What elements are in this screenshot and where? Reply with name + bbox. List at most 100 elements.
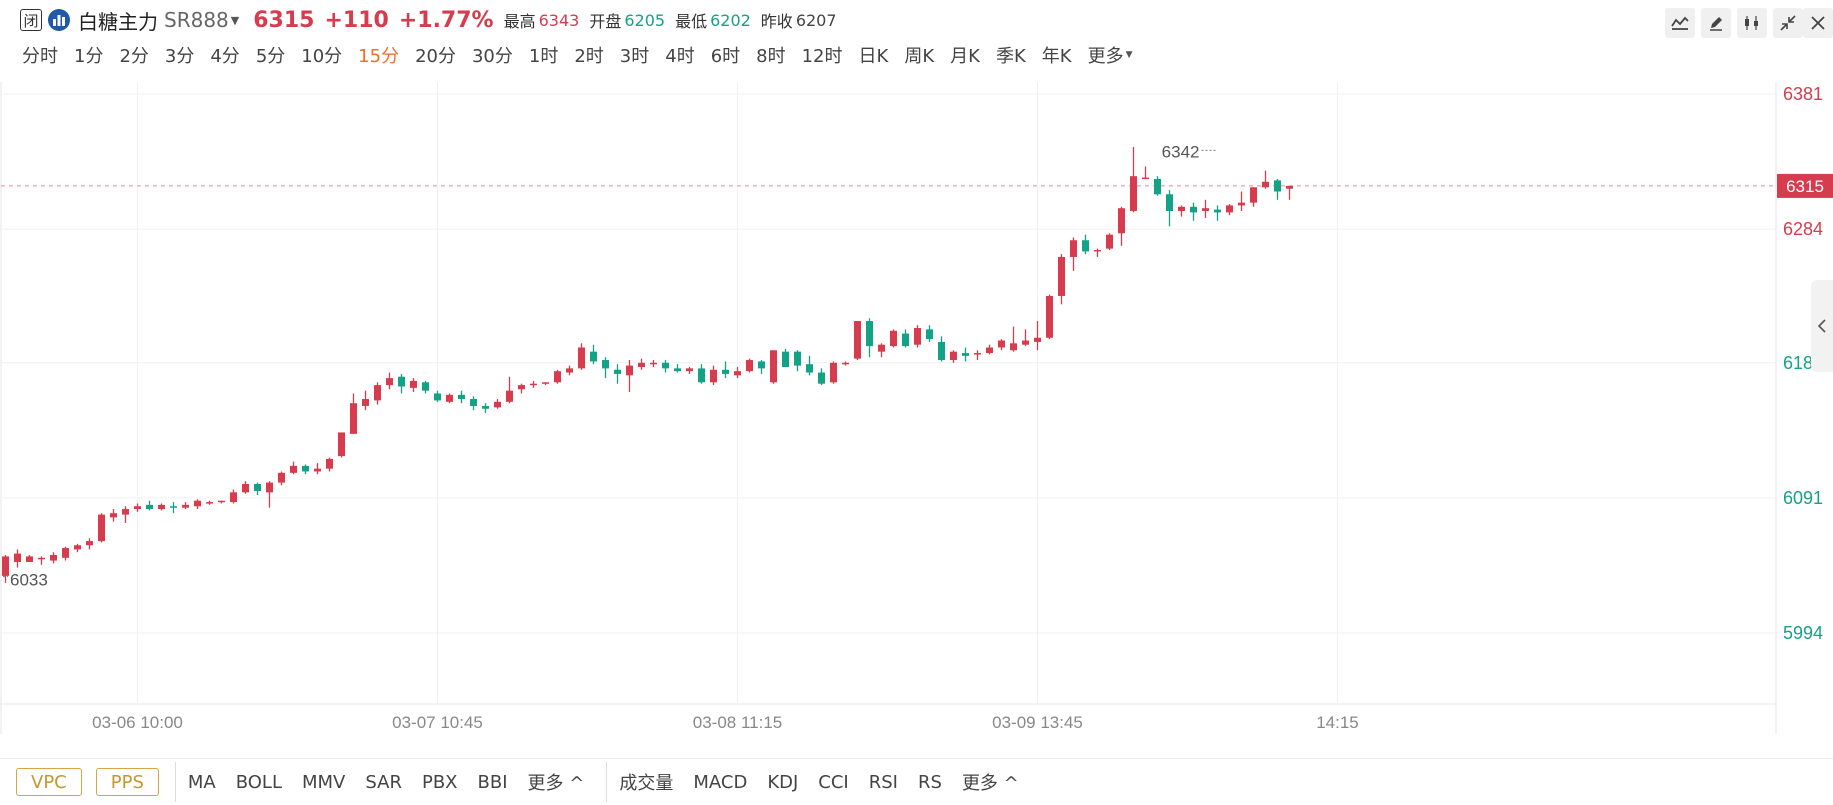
candle-body xyxy=(710,369,717,383)
sub-indicator-item[interactable]: 更多 ^ xyxy=(961,773,1019,794)
candle-body xyxy=(638,362,645,367)
candle-body xyxy=(410,380,417,388)
candle-body xyxy=(998,340,1005,348)
period-tab[interactable]: 10分 xyxy=(301,46,343,67)
sub-indicator-item[interactable]: CCI xyxy=(818,771,849,793)
symbol-dropdown-caret-icon[interactable]: ▼ xyxy=(230,13,240,27)
candlestick-chart[interactable]: 6381 6284 6188 6091 5994 03-06 10:00 03-07 10:… xyxy=(0,82,1833,734)
close-icon[interactable] xyxy=(1803,8,1833,38)
max-annotation-label: 6342 xyxy=(1162,142,1200,161)
main-indicator-item[interactable]: BOLL xyxy=(235,771,282,793)
candle-body xyxy=(734,371,741,376)
symbol-name[interactable]: 白糖主力 xyxy=(78,9,158,34)
chart-header: 闭 白糖主力 SR888 ▼ 6315 +110 +1.77% 最高 6343 开盘… xyxy=(0,0,1833,82)
candle-body xyxy=(74,545,81,550)
sub-indicator-item[interactable]: RS xyxy=(918,771,942,793)
candle-body xyxy=(1046,295,1053,338)
period-tab[interactable]: 5分 xyxy=(255,46,286,67)
period-tab[interactable]: 2时 xyxy=(574,46,604,67)
main-indicator-item[interactable]: PBX xyxy=(421,771,458,793)
period-tab[interactable]: 20分 xyxy=(415,46,456,67)
candle-style-icon[interactable] xyxy=(1737,8,1767,38)
candle-body xyxy=(374,385,381,401)
main-indicator-item[interactable]: 更多 ^ xyxy=(527,773,585,794)
period-tab[interactable]: 周K xyxy=(904,46,935,67)
symbol-code[interactable]: SR888 xyxy=(164,8,229,32)
indicator-bar: VPC PPS MA BOLL MMV SAR PBX BBI 更多 ^ 成交量 MACD KDJ CC… xyxy=(0,758,1833,805)
period-tab[interactable]: 3时 xyxy=(619,46,650,67)
draw-pen-icon[interactable] xyxy=(1701,8,1731,38)
period-tab[interactable]: 12时 xyxy=(801,46,843,67)
period-tab[interactable]: 1分 xyxy=(74,46,104,67)
candle-body xyxy=(1130,176,1137,211)
candle-body xyxy=(974,353,981,355)
candle-body xyxy=(146,504,153,510)
main-indicator-item[interactable]: BBI xyxy=(477,771,508,793)
candle-body xyxy=(878,344,885,352)
sub-indicator-item[interactable]: KDJ xyxy=(767,771,799,793)
main-indicator-item[interactable]: MMV xyxy=(302,771,346,793)
period-tab[interactable]: 年K xyxy=(1041,46,1072,67)
candle-body xyxy=(1178,206,1185,211)
candle-body xyxy=(926,329,933,340)
candle-body xyxy=(170,506,177,508)
period-tab[interactable]: 日K xyxy=(858,46,889,67)
period-tab[interactable]: 分时 xyxy=(22,46,58,67)
period-tab[interactable]: 1时 xyxy=(528,46,559,67)
overlay-tag-button[interactable]: PPS xyxy=(95,768,159,796)
main-indicator-item[interactable]: MA xyxy=(187,771,216,793)
sub-indicator-item[interactable]: RSI xyxy=(868,771,898,793)
last-price-tag-label: 6315 xyxy=(1786,177,1824,196)
period-tab[interactable]: 更多 xyxy=(1087,46,1124,67)
indicator-icon[interactable] xyxy=(1665,8,1695,38)
candle-body xyxy=(674,368,681,372)
period-tab[interactable]: 4分 xyxy=(210,46,240,67)
more-caret-icon[interactable]: ▼ xyxy=(1125,50,1133,60)
period-tab[interactable]: 4时 xyxy=(665,46,695,67)
period-tabs: 分时 1分 2分 3分 4分 5分 10分 15分 20分 30分 1时 2时 3时 4时 6时 8时 12时日… xyxy=(22,42,1147,68)
candle-body xyxy=(86,541,93,546)
candle-body xyxy=(1238,202,1245,206)
candle-body xyxy=(602,360,609,369)
quote-stats: 最高 6343 开盘 6205 最低 6202 昨收 6207 xyxy=(504,8,847,32)
x-tick-label: 03-09 13:45 xyxy=(992,713,1083,732)
candle-body xyxy=(218,500,225,503)
candle-body xyxy=(230,492,237,503)
candle-body xyxy=(134,506,141,510)
x-tick-label: 03-06 10:00 xyxy=(92,713,183,732)
side-panel-toggle[interactable] xyxy=(1811,280,1833,372)
period-tab[interactable]: 月K xyxy=(950,46,980,67)
stat-value: 6343 xyxy=(538,10,580,30)
sub-indicator-item[interactable]: MACD xyxy=(693,771,748,793)
candle-body xyxy=(1118,208,1125,234)
period-tab[interactable]: 3分 xyxy=(164,46,195,67)
candle-body xyxy=(1214,209,1221,213)
y-tick-label: 6284 xyxy=(1783,219,1823,239)
sub-indicator-item[interactable]: 成交量 xyxy=(619,773,674,794)
candle-body xyxy=(566,368,573,373)
candle-body xyxy=(302,465,309,472)
main-indicator-item[interactable]: SAR xyxy=(365,771,402,793)
candle-body xyxy=(1034,337,1041,342)
candle-body xyxy=(278,472,285,483)
candle-body xyxy=(290,465,297,473)
candle-body xyxy=(1082,240,1089,252)
period-tab[interactable]: 30分 xyxy=(471,46,513,67)
period-tab[interactable]: 6时 xyxy=(710,46,741,67)
overlay-tag-button[interactable]: VPC xyxy=(16,768,82,796)
stat-label: 最低 xyxy=(675,12,708,31)
candle-body xyxy=(938,341,945,361)
period-tab[interactable]: 15分 xyxy=(358,46,400,67)
period-tab[interactable]: 季K xyxy=(995,46,1026,67)
candle-body xyxy=(782,351,789,367)
period-tab[interactable]: 2分 xyxy=(119,46,149,67)
y-tick-label: 5994 xyxy=(1783,623,1823,643)
candle-body xyxy=(26,556,33,562)
candle-body xyxy=(1070,240,1077,257)
shrink-icon[interactable] xyxy=(1773,8,1803,38)
candle-body xyxy=(758,361,765,369)
period-tab[interactable]: 8时 xyxy=(756,46,786,67)
candle-body xyxy=(746,360,753,372)
divider xyxy=(606,762,608,802)
